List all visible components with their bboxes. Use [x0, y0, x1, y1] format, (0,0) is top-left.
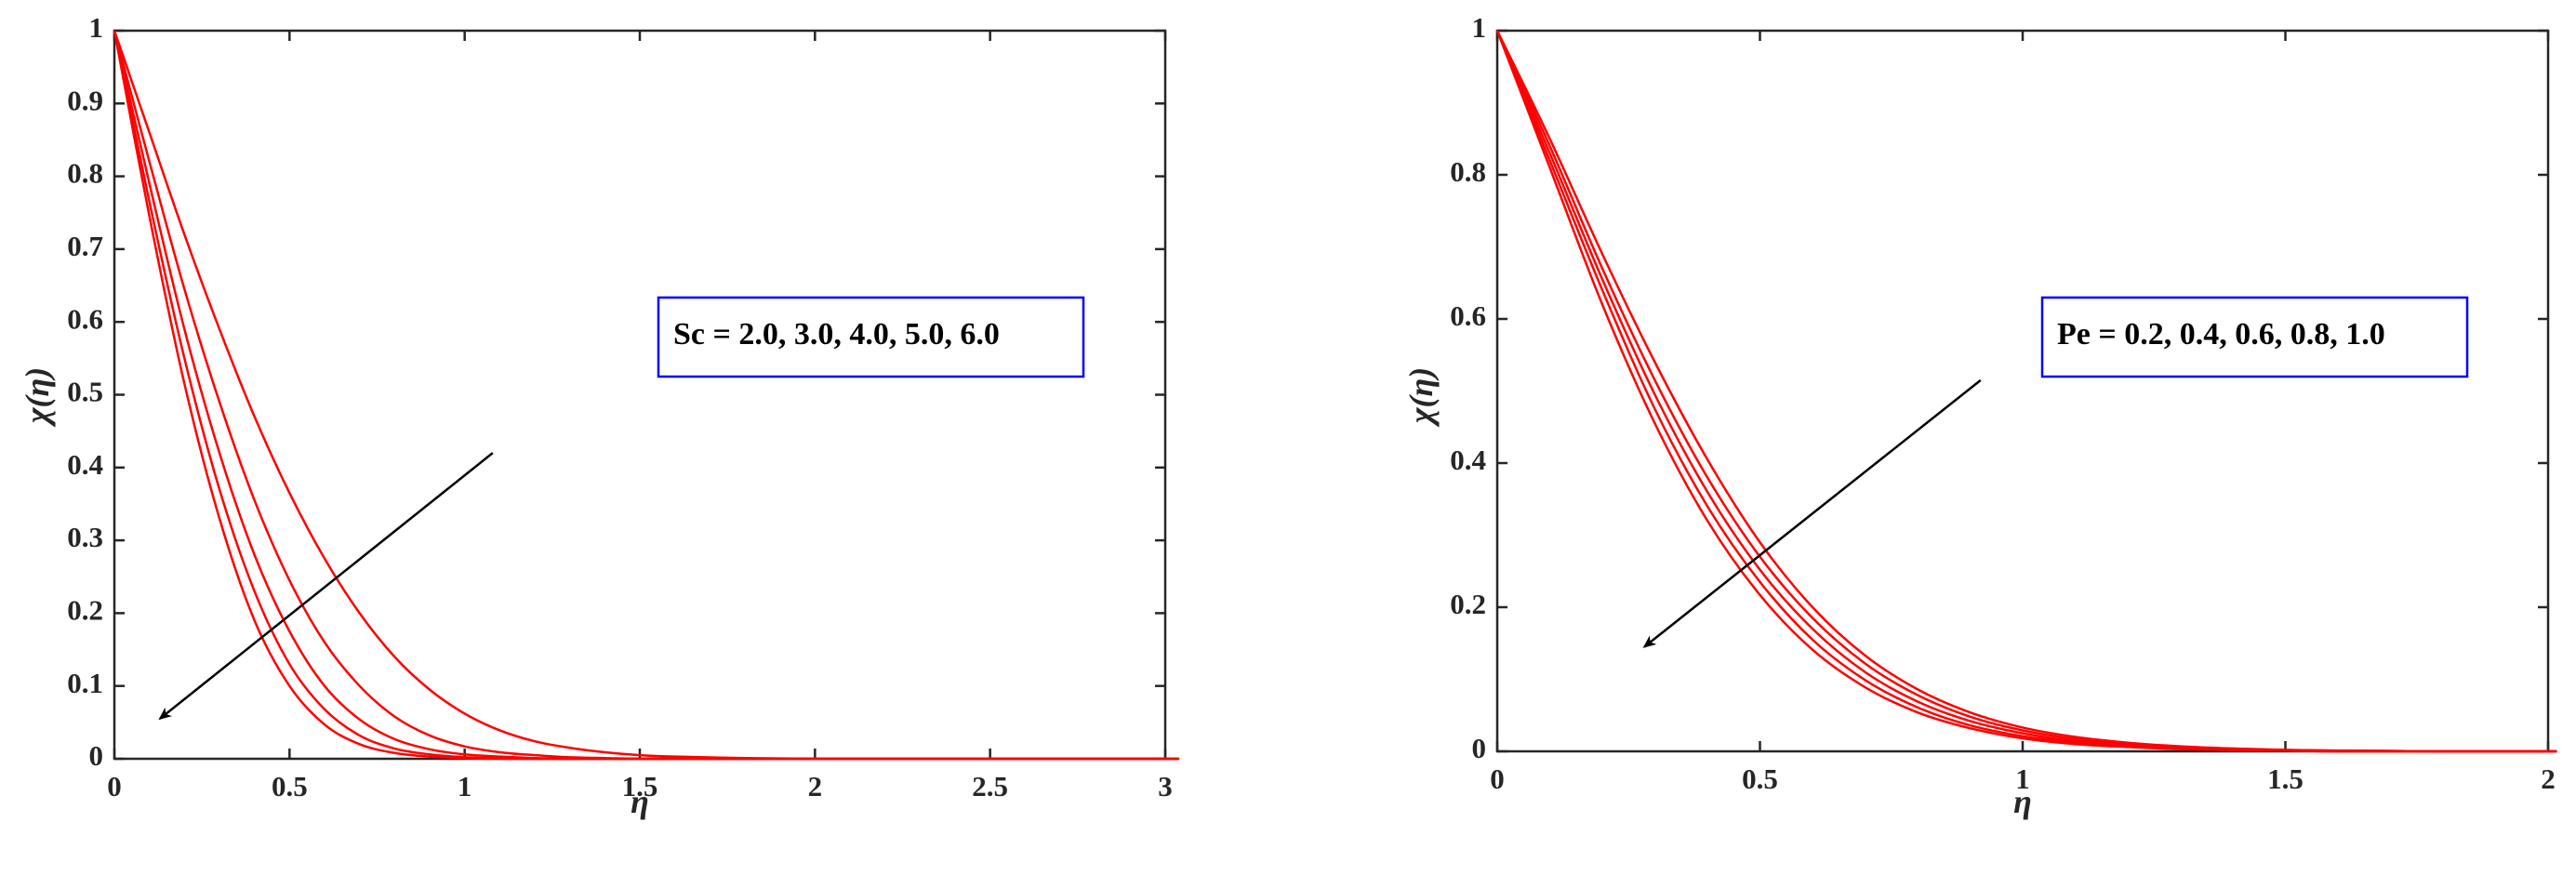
y-tick-label: 0.8 [67, 157, 103, 190]
x-tick-label: 1 [2015, 762, 2030, 795]
x-ticks-right: 0 0.5 1 1.5 2 [1490, 31, 2556, 795]
y-tick-label: 0.5 [67, 376, 103, 408]
x-tick-label: 1.5 [2267, 762, 2304, 795]
y-tick-label: 1 [89, 11, 104, 44]
x-tick-label: 0.5 [1742, 762, 1778, 795]
y-tick-label: 0.3 [67, 521, 103, 553]
trend-arrow-right [1642, 378, 1982, 648]
series-right [1495, 30, 2557, 753]
legend-box-left: Sc = 2.0, 3.0, 4.0, 5.0, 6.0 [657, 296, 1085, 378]
chart-left: 0 0.5 1 1.5 2 2.5 3 00.10.20.30.40.50.60.70.80… [19, 11, 1180, 820]
y-tick-label: 0.2 [67, 594, 103, 627]
y-tick-label: 0.8 [1450, 155, 1486, 188]
x-tick-label: 0.5 [272, 770, 308, 802]
y-tick-label: 0.6 [67, 302, 103, 335]
x-tick-label: 1.5 [622, 770, 658, 802]
legend-box-right: Pe = 0.2, 0.4, 0.6, 0.8, 1.0 [2040, 296, 2469, 378]
plot-area-left [113, 29, 1167, 761]
legend-text-left: Sc = 2.0, 3.0, 4.0, 5.0, 6.0 [673, 317, 1000, 351]
y-tick-label: 0.6 [1450, 299, 1486, 332]
series-left [113, 30, 1180, 761]
x-tick-label: 0 [1490, 762, 1505, 795]
x-tick-label: 1 [458, 770, 472, 802]
y-tick-label: 0.4 [1450, 444, 1486, 476]
x-tick-label: 2 [808, 770, 823, 802]
x-tick-label: 2 [2541, 762, 2556, 795]
y-tick-label: 0.2 [1450, 588, 1486, 620]
y-tick-label: 0 [89, 739, 104, 772]
x-axis-label-left: η [631, 783, 649, 820]
y-axis-label-left: χ(η) [19, 367, 56, 428]
y-ticks-left: 0 0.1 0.2 0.3 0.4 0.5 0.6 0.7 0.8 0.9 1 [67, 11, 1165, 772]
y-tick-label: 0.9 [67, 84, 103, 116]
chart-right: 0 0.5 1 1.5 2 0 0.2 0.4 0.6 0.8 1 Pe = 0.2, 0.4, … [1402, 11, 2557, 820]
y-tick-label: 0 [1472, 732, 1487, 764]
y-ticks-right: 0 0.2 0.4 0.6 0.8 1 [1450, 11, 2548, 764]
plot-area-right [1495, 29, 2550, 753]
x-tick-label: 3 [1158, 770, 1173, 802]
y-tick-label: 1 [1472, 11, 1487, 44]
x-ticks-left: 0 0.5 1 1.5 2 2.5 3 [107, 31, 1173, 802]
legend-text-right: Pe = 0.2, 0.4, 0.6, 0.8, 1.0 [2057, 317, 2385, 351]
x-tick-label: 0 [107, 770, 122, 802]
y-tick-label: 0.4 [67, 448, 103, 481]
x-axis-label-right: η [2013, 783, 2032, 820]
y-tick-label: 0.7 [67, 230, 103, 262]
trend-arrow-left [158, 452, 494, 721]
y-tick-label: 0.1 [67, 667, 103, 699]
y-axis-label-right: χ(η) [1402, 367, 1440, 428]
series-line-5 [113, 30, 1180, 761]
x-tick-label: 2.5 [972, 770, 1008, 802]
series-line-5 [1495, 30, 2557, 753]
